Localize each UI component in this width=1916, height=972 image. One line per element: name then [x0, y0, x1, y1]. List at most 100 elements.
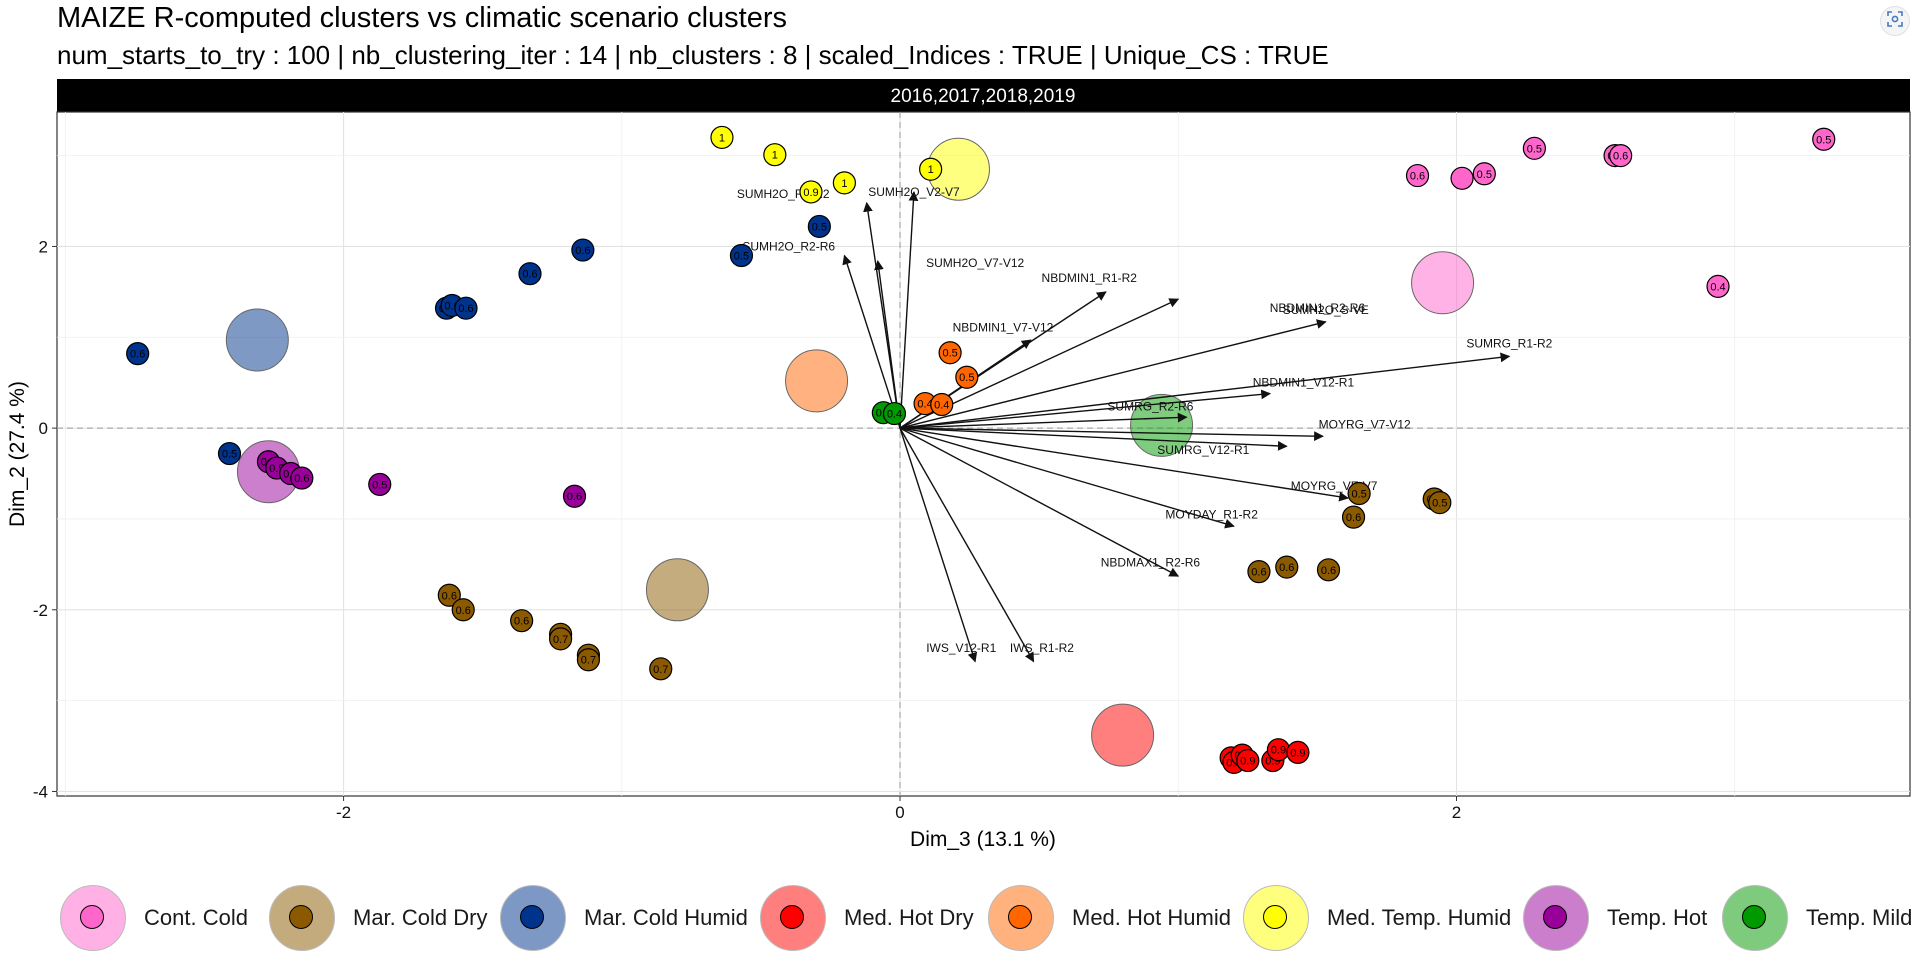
x-tick-label: 2: [1452, 803, 1461, 822]
data-points: 0.60.50.50.60.60.50.40.60.60.60.70.70.70…: [126, 125, 1836, 774]
data-point: [518, 262, 542, 286]
data-point: [1706, 274, 1730, 299]
chart-title: MAIZE R-computed clusters vs climatic sc…: [57, 2, 788, 34]
data-point: [562, 484, 587, 508]
arrow-label: MOYRG_V7-V12: [1319, 417, 1411, 431]
variable-arrow: [899, 427, 1349, 502]
legend-key: [269, 885, 335, 951]
point-label: 0.4: [1710, 281, 1725, 293]
data-point: [1236, 748, 1260, 773]
point-label: 0.5: [1432, 498, 1447, 510]
data-point: [649, 657, 673, 681]
arrow-label: IWS_V12-R1: [926, 641, 996, 655]
point-label: 0.6: [294, 473, 309, 485]
y-tick-label: 0: [39, 419, 48, 438]
arrow-label: SUMH2O_R2-R6: [742, 239, 835, 253]
legend-item: Med. Temp. Humid: [1243, 884, 1511, 952]
variable-arrow: [899, 389, 1272, 429]
data-point: [1347, 481, 1371, 506]
data-point: [1609, 144, 1633, 168]
legend-item: Temp. Mild: [1722, 884, 1912, 952]
data-point: [710, 125, 734, 150]
point-label: 0.5: [1351, 489, 1366, 501]
legend-label: Cont. Cold: [144, 905, 248, 930]
data-point: [1247, 560, 1271, 584]
legend-label: Med. Temp. Humid: [1327, 905, 1512, 930]
data-point: [368, 472, 392, 497]
arrow-label: NBDMIN1_R1-R2: [1042, 271, 1138, 285]
variable-arrow: [899, 427, 1035, 663]
point-label: 0.6: [1346, 512, 1361, 524]
cluster-centroid: [785, 349, 849, 413]
point-label: 0.6: [1321, 565, 1336, 577]
point-label: 0.6: [456, 605, 471, 617]
panel-border: [56, 111, 1911, 797]
legend-item: Mar. Cold Humid: [500, 884, 748, 952]
arrow-label: MOYDAY_R1-R2: [1165, 507, 1258, 521]
legend-label: Mar. Cold Dry: [353, 905, 488, 930]
variable-arrow: [899, 427, 1180, 577]
data-point: [799, 180, 823, 204]
legend-key: [500, 885, 566, 951]
cluster-centroid: [1411, 251, 1475, 315]
point-label: 0.7: [581, 655, 596, 667]
point-label: 0.5: [1527, 143, 1542, 155]
point-label: 0.9: [1240, 756, 1255, 768]
point-label: 1: [719, 132, 725, 144]
legend-item: Med. Hot Humid: [988, 884, 1231, 952]
point-label: 0.9: [803, 187, 818, 199]
arrow-label: SUMRG_V12-R1: [1157, 443, 1249, 457]
legend: Cont. Cold Mar. Cold Dry Mar. Cold Humid Me…: [60, 884, 1916, 952]
point-label: 0.9: [1271, 745, 1286, 757]
legend-key: [760, 885, 826, 951]
legend-item: Cont. Cold: [60, 884, 248, 952]
data-point: [832, 171, 856, 195]
legend-label: Mar. Cold Humid: [584, 905, 748, 930]
point-label: 0.6: [458, 303, 473, 315]
arrow-label: NBDMIN1_V12-R1: [1253, 376, 1355, 390]
variable-arrows: SUMH2O_V2-V7SUMH2O_R1-R2SUMH2O_R2-R6SUMH…: [737, 185, 1553, 663]
point-label: 0.5: [812, 221, 827, 233]
point-label: 0.6: [1251, 567, 1266, 579]
data-point: [451, 598, 475, 622]
data-point: [576, 648, 601, 672]
data-point: [217, 441, 242, 466]
variable-arrow: [842, 254, 901, 429]
point-label: 0.6: [567, 491, 582, 503]
variable-arrow: [899, 319, 1327, 429]
y-tick-label: -2: [33, 601, 48, 620]
point-label: 0.9: [1290, 747, 1305, 759]
point-label: 0.6: [514, 616, 529, 628]
data-point: [290, 466, 314, 490]
arrow-label: IWS_R1-R2: [1010, 641, 1074, 655]
point-label: 1: [772, 150, 778, 162]
arrow-label: NBDMIN1_R2-R6: [1270, 301, 1366, 315]
data-point: [930, 392, 954, 417]
arrow-label: SUMH2O_S-VE: [1283, 303, 1369, 317]
arrow-label: SUMH2O_V7-V12: [926, 256, 1024, 270]
point-label: 0.4: [887, 409, 902, 421]
point-label: 0.6: [442, 590, 457, 602]
point-label: 0.5: [734, 251, 749, 263]
legend-item: Mar. Cold Dry: [269, 884, 487, 952]
point-label: 0.7: [553, 634, 568, 646]
data-point: [1450, 166, 1474, 190]
x-tick-label: -2: [336, 803, 351, 822]
data-point: [763, 143, 787, 167]
cluster-centroid: [225, 308, 289, 372]
data-point: [919, 157, 943, 181]
legend-label: Temp. Hot: [1607, 905, 1708, 930]
variable-arrow: [899, 190, 919, 429]
data-point: [548, 627, 573, 651]
axis-ticks: -2 0 2 -4 -2 0 2: [33, 237, 1461, 822]
point-label: 0.6: [522, 269, 537, 281]
data-point: [1341, 505, 1366, 529]
variable-arrow: [900, 427, 1324, 442]
point-label: 0.5: [372, 479, 387, 491]
data-point: [1286, 740, 1310, 764]
point-label: 1: [841, 178, 847, 190]
point-label: 1: [928, 164, 934, 176]
data-point: [938, 341, 962, 365]
point-label: 0.6: [575, 245, 590, 257]
screenshot-button[interactable]: [1880, 6, 1910, 36]
